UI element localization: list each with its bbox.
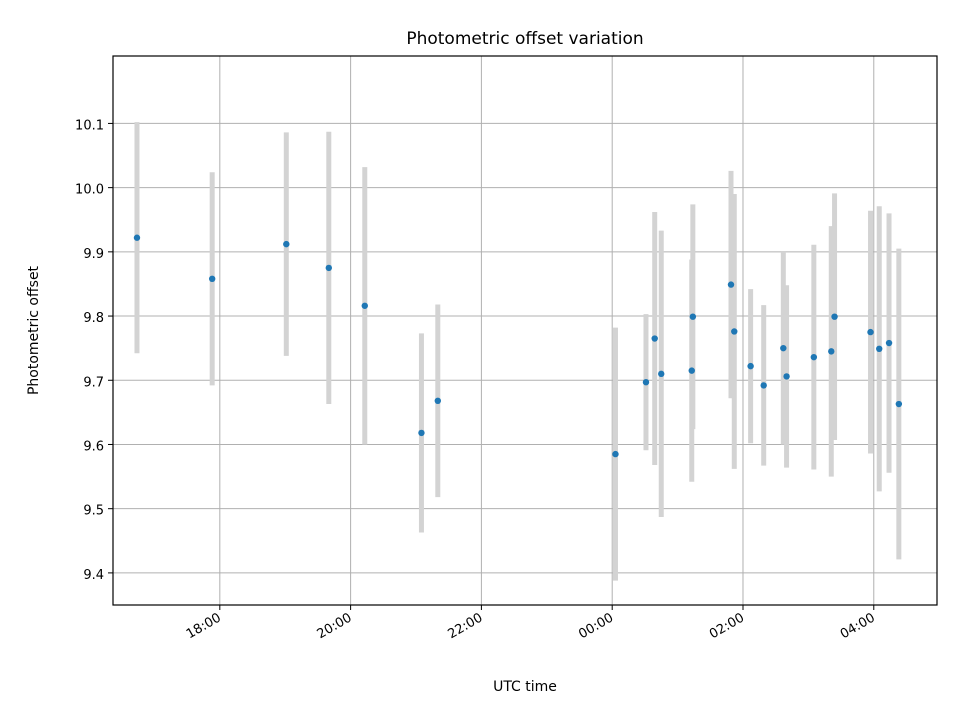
y-tick-label: 9.9 (83, 247, 104, 262)
x-axis-label: UTC time (493, 679, 557, 695)
data-point (283, 240, 290, 248)
data-point (783, 373, 790, 380)
data-point (361, 302, 368, 309)
y-tick-label: 9.8 (83, 311, 104, 326)
data-point (688, 367, 695, 374)
data-point (828, 348, 835, 355)
y-tick-label: 9.6 (83, 439, 104, 454)
data-point (727, 281, 735, 288)
data-point (731, 328, 738, 335)
data-point (885, 339, 893, 347)
y-tick-label: 9.4 (83, 568, 104, 583)
data-point (325, 264, 333, 272)
y-tick-label: 10.0 (75, 183, 104, 198)
data-point (642, 378, 650, 386)
data-point (760, 382, 767, 389)
data-point (651, 335, 658, 342)
data-point (612, 450, 619, 458)
y-tick-label: 9.7 (83, 375, 104, 390)
y-tick-label: 9.5 (83, 504, 104, 519)
data-point (208, 275, 216, 283)
data-markers (133, 234, 903, 458)
data-point (747, 362, 754, 370)
grid-lines (113, 56, 937, 605)
y-axis-label: Photometric offset (26, 265, 42, 395)
data-point (780, 344, 787, 352)
data-point (895, 400, 903, 408)
data-point (876, 345, 883, 352)
data-point (689, 313, 697, 320)
data-point (434, 397, 442, 405)
data-point (867, 328, 874, 336)
data-point (133, 234, 141, 241)
plot-area-frame (112, 55, 938, 606)
data-point (418, 429, 425, 437)
data-point (810, 353, 818, 361)
y-tick-label: 10.1 (75, 118, 104, 133)
data-point (658, 370, 665, 378)
data-point (831, 313, 838, 320)
chart-title: Photometric offset variation (406, 29, 643, 49)
